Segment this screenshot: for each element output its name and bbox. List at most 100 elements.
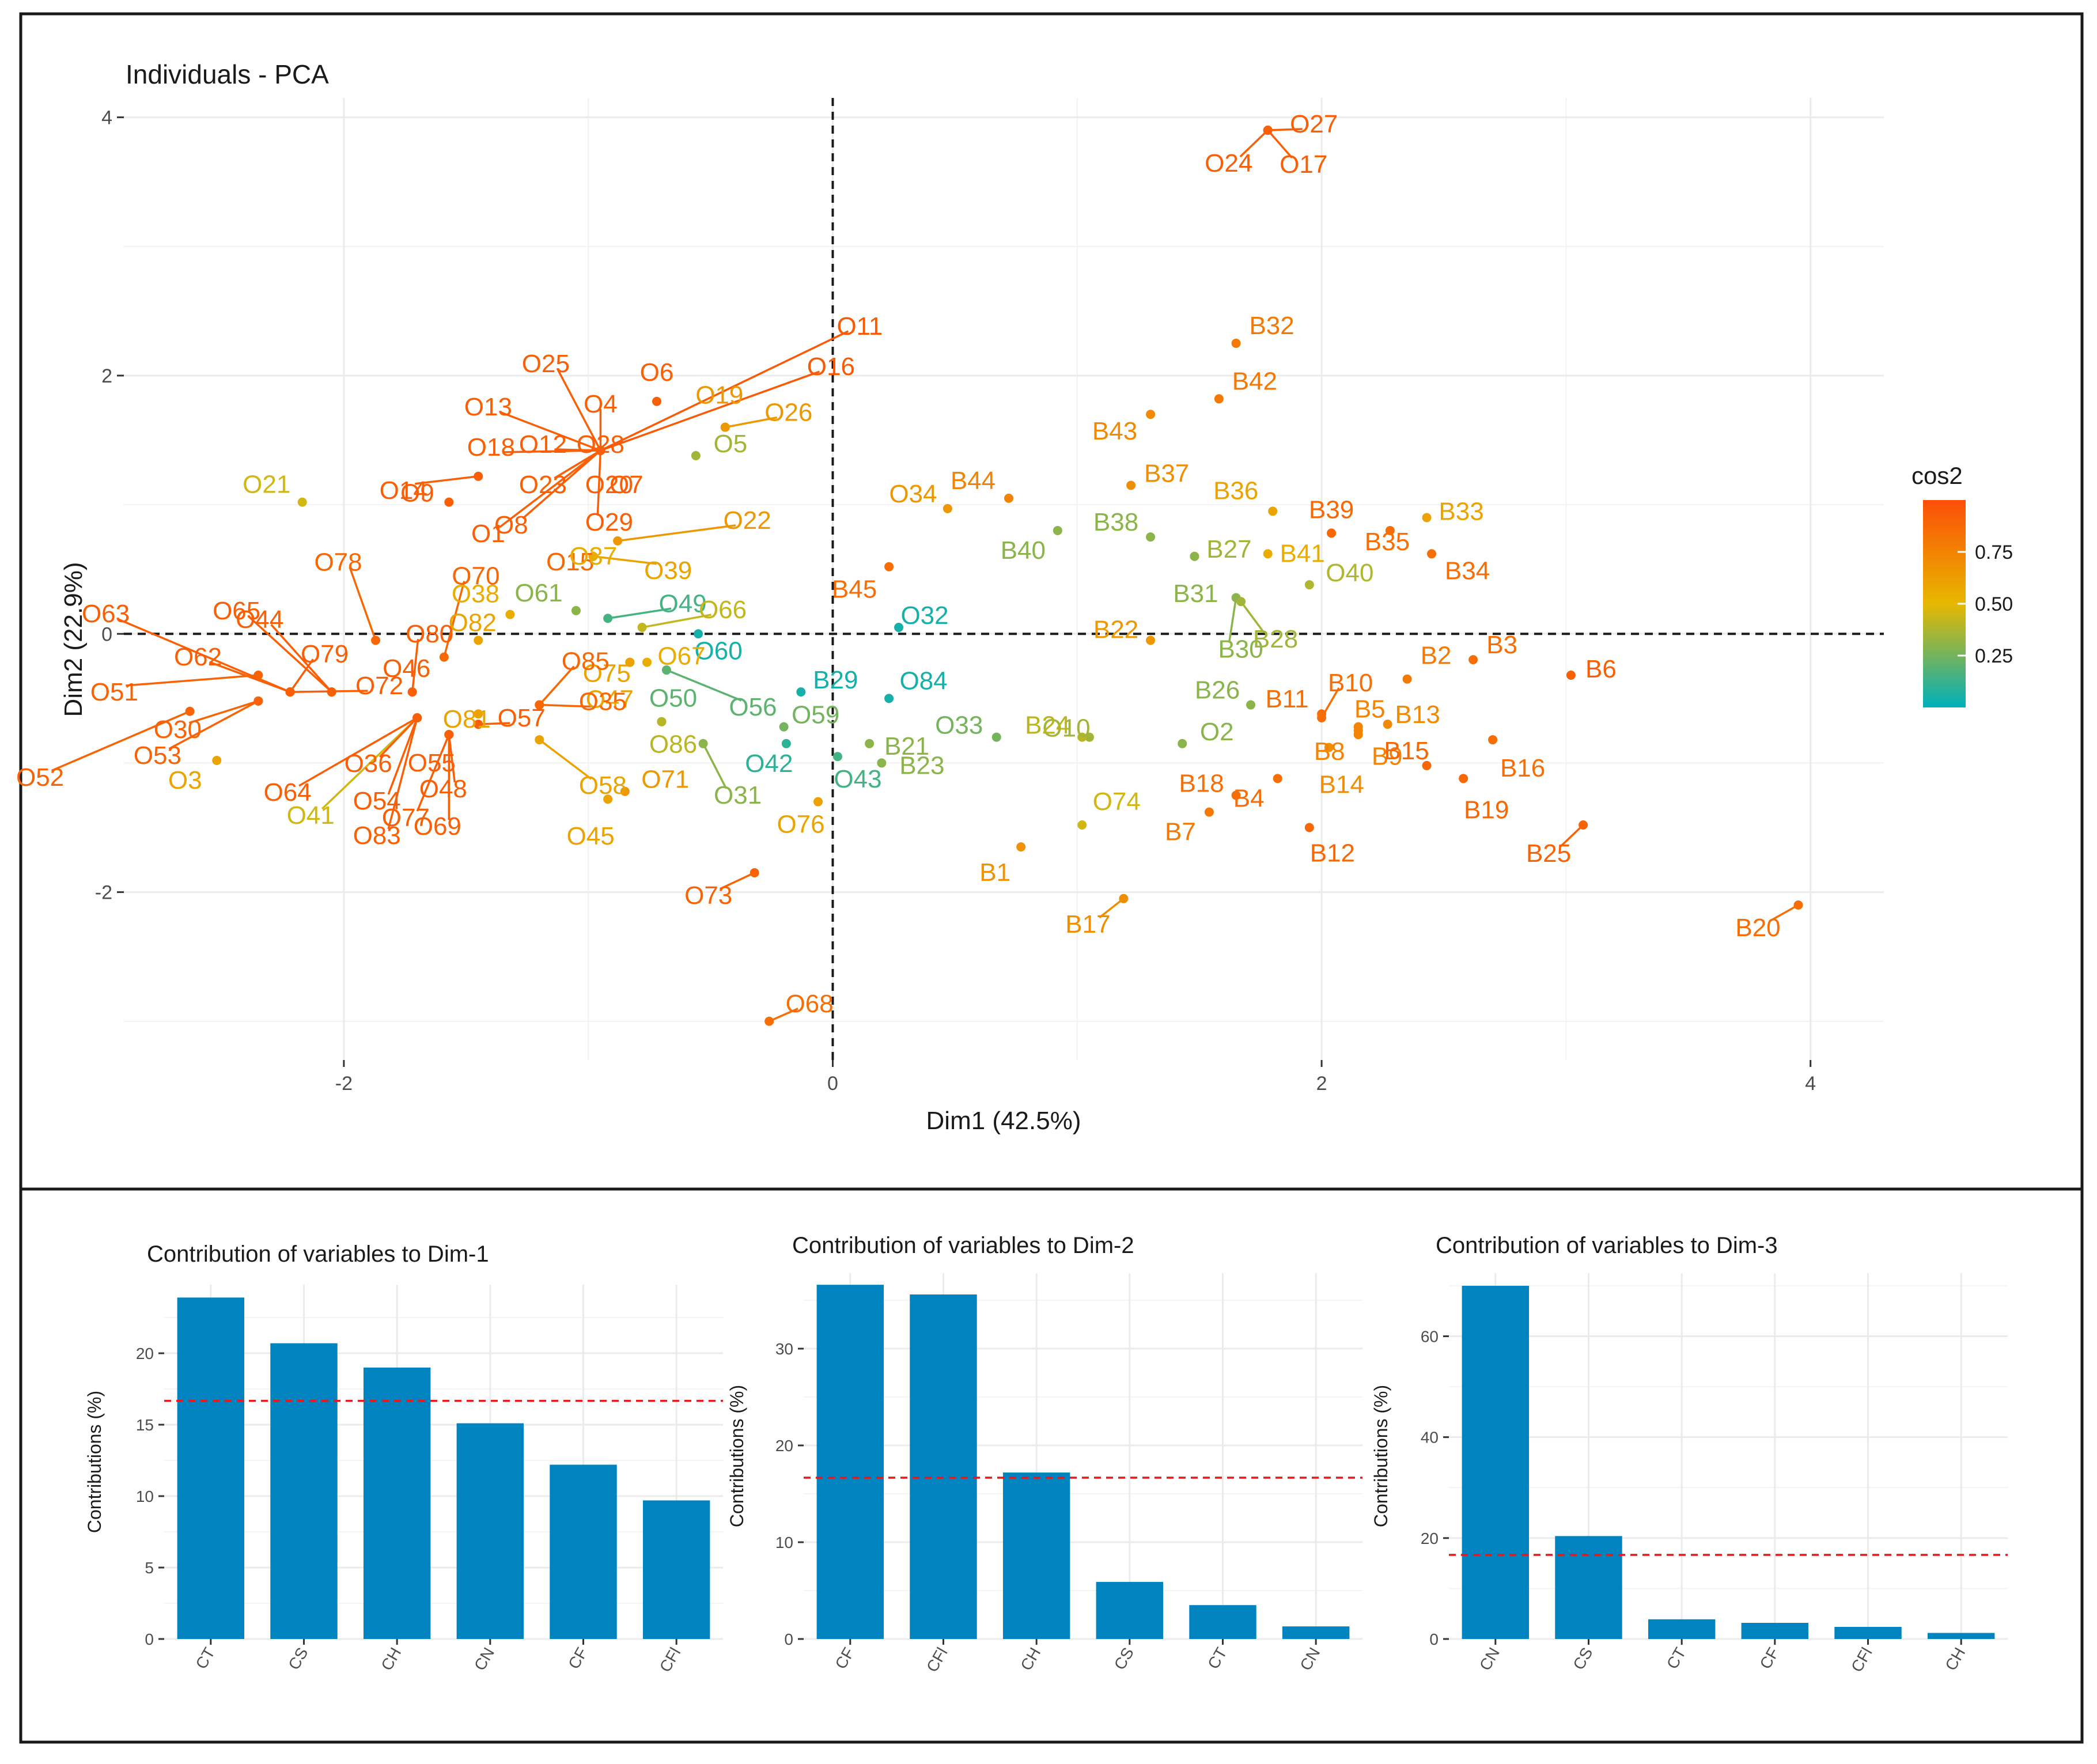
pca-x-axis-label: Dim1 (42.5%) <box>926 1107 1081 1135</box>
point-o6 <box>652 396 661 406</box>
legend-tick-label: 0.25 <box>1975 645 2013 667</box>
point-label-o6: O6 <box>640 358 674 387</box>
point-label-o57: O57 <box>498 704 546 732</box>
point-o68 <box>764 1016 774 1026</box>
point-b36 <box>1268 506 1278 516</box>
point-o52 <box>185 706 195 716</box>
point-label-o62: O62 <box>174 643 222 671</box>
point-label-b10: B10 <box>1328 669 1373 697</box>
label-leader-line <box>387 717 418 830</box>
point-b9 <box>1353 726 1363 736</box>
point-b1 <box>1016 842 1026 852</box>
bar-cn <box>1462 1285 1530 1639</box>
point-label-o21: O21 <box>243 471 290 499</box>
label-leader-line <box>387 717 418 795</box>
bar-chart-y-axis-label: Contributions (%) <box>726 1385 747 1527</box>
point-label-o7: O7 <box>610 471 644 499</box>
point-o40 <box>1304 580 1314 590</box>
point-label-b41: B41 <box>1280 539 1325 567</box>
point-label-o15: O15 <box>546 548 594 576</box>
bar-ct <box>1189 1605 1256 1639</box>
point-o65 <box>327 687 336 697</box>
legend-title: cos2 <box>1911 462 1963 489</box>
point-label-b39: B39 <box>1309 495 1354 524</box>
point-o47 <box>625 657 635 667</box>
point-label-o30: O30 <box>154 716 202 744</box>
point-b32 <box>1231 338 1241 348</box>
label-leader-line <box>539 665 575 706</box>
point-o9 <box>444 497 454 507</box>
label-leader-line <box>1559 824 1584 848</box>
point-label-o86: O86 <box>649 730 697 759</box>
point-o74 <box>1077 820 1087 830</box>
point-b15 <box>1422 760 1432 770</box>
label-leader-line <box>522 449 601 520</box>
label-leader-line <box>502 449 601 453</box>
label-leader-line <box>539 703 592 708</box>
point-b40 <box>1053 525 1062 535</box>
point-b14 <box>1324 743 1334 752</box>
pca-label-leader-lines <box>51 128 1799 1023</box>
point-o86 <box>657 717 667 726</box>
point-b3 <box>1468 655 1478 665</box>
point-label-b11: B11 <box>1266 685 1309 713</box>
label-leader-line <box>416 734 450 812</box>
y-tick-label: 4 <box>101 107 112 129</box>
point-label-b12: B12 <box>1310 839 1355 868</box>
point-label-b34: B34 <box>1445 557 1490 585</box>
label-leader-line <box>642 614 711 629</box>
point-o57 <box>474 720 483 729</box>
point-label-o77: O77 <box>382 804 430 832</box>
point-label-o68: O68 <box>786 990 834 1018</box>
point-o69 <box>444 730 454 740</box>
label-leader-line <box>349 566 377 641</box>
bar-ch <box>1002 1472 1070 1639</box>
point-o70 <box>439 652 449 662</box>
legend-tick-label: 0.75 <box>1975 542 2013 563</box>
point-label-o26: O26 <box>764 399 812 427</box>
point-label-o20: O20 <box>585 471 633 499</box>
point-o66 <box>637 623 647 633</box>
bar-cfl <box>642 1500 710 1639</box>
point-b7 <box>1204 807 1214 817</box>
label-leader-line <box>1267 129 1293 159</box>
point-o14 <box>474 471 483 481</box>
point-label-o67: O67 <box>657 642 705 671</box>
point-label-o53: O53 <box>134 741 181 770</box>
point-o67 <box>642 657 652 667</box>
point-label-o80: O80 <box>406 620 453 648</box>
point-label-b26: B26 <box>1195 676 1240 705</box>
point-label-o11: O11 <box>836 312 883 340</box>
pca-reference-lines <box>124 98 1884 1060</box>
point-label-o70: O70 <box>452 562 499 590</box>
bar-cf <box>1741 1622 1809 1639</box>
point-label-b8: B8 <box>1314 737 1345 766</box>
label-leader-line <box>168 700 259 750</box>
point-label-b14: B14 <box>1319 771 1364 799</box>
point-label-b17: B17 <box>1065 910 1110 938</box>
y-tick-label: 15 <box>136 1416 154 1434</box>
label-leader-line <box>126 674 259 687</box>
point-o56 <box>661 665 671 675</box>
point-label-o34: O34 <box>889 480 937 508</box>
point-b26 <box>1246 700 1256 710</box>
point-o5 <box>691 451 701 460</box>
point-o26 <box>720 422 730 432</box>
point-label-o64: O64 <box>264 778 312 807</box>
label-leader-line <box>719 872 755 890</box>
point-b45 <box>884 562 894 571</box>
y-tick-label: 0 <box>101 623 112 645</box>
point-o82 <box>474 635 483 645</box>
point-label-o35: O35 <box>579 688 627 716</box>
label-leader-line <box>116 618 291 693</box>
point-o76 <box>813 797 823 807</box>
point-label-o36: O36 <box>345 749 392 778</box>
point-o51 <box>253 671 263 680</box>
point-o58 <box>535 735 544 745</box>
point-b43 <box>1146 410 1156 419</box>
y-tick-label: 0 <box>1429 1630 1439 1648</box>
point-label-o52: O52 <box>16 763 64 792</box>
label-leader-line <box>499 411 601 452</box>
point-b35 <box>1385 525 1395 535</box>
point-label-o24: O24 <box>1205 149 1252 177</box>
